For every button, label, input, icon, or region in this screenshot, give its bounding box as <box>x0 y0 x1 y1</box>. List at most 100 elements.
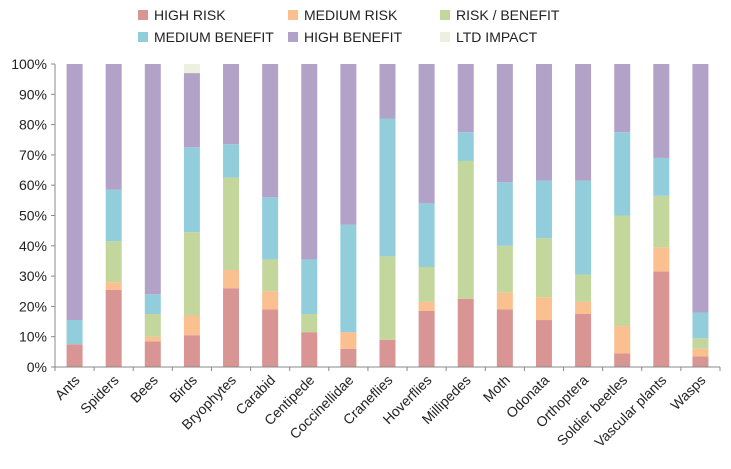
bar-stack <box>614 64 631 367</box>
y-tick-label: 40% <box>19 238 47 254</box>
bar-segment <box>614 215 631 327</box>
bar-segment <box>262 197 279 260</box>
bar-segment <box>614 64 631 133</box>
bar-stack <box>105 64 122 367</box>
y-tick-label: 70% <box>19 147 47 163</box>
bar-segment <box>223 64 240 145</box>
bar-segment <box>496 292 513 310</box>
bar-segment <box>223 177 240 271</box>
bar-stack <box>692 64 709 367</box>
bar-segment <box>105 289 122 367</box>
x-category-label: Moth <box>480 372 513 405</box>
bar-stack <box>457 64 474 367</box>
y-tick-label: 10% <box>19 329 47 345</box>
y-tick-label: 20% <box>19 298 47 314</box>
legend-swatch <box>288 32 298 42</box>
bar-segment <box>144 336 161 342</box>
bar-segment <box>379 256 396 340</box>
bar-segment <box>535 238 552 298</box>
bar-segment <box>418 203 435 268</box>
bar-stack <box>66 64 83 367</box>
x-category-label: Vascular plants <box>591 372 669 450</box>
x-category-label: Birds <box>166 372 200 406</box>
bar-segment <box>575 313 592 367</box>
bar-segment <box>575 64 592 181</box>
x-category-label: Wasps <box>667 372 708 413</box>
legend-label: LTD IMPACT <box>456 29 538 45</box>
bar-segment <box>340 348 357 367</box>
bar-stack <box>535 64 552 367</box>
bar-segment <box>301 332 318 367</box>
bar-segment <box>223 270 240 289</box>
bar-stack <box>575 64 592 367</box>
bar-stack <box>223 64 240 367</box>
x-category-label: Bees <box>127 372 161 406</box>
bar-stack <box>144 64 161 367</box>
legend-swatch <box>288 10 298 20</box>
bar-segment <box>496 182 513 246</box>
bar-segment <box>614 353 631 367</box>
bar-segment <box>183 147 200 233</box>
bar-segment <box>418 310 435 367</box>
y-tick-label: 0% <box>27 359 47 375</box>
legend-item: LTD IMPACT <box>440 29 538 45</box>
bar-segment <box>66 320 83 345</box>
legend-label: RISK / BENEFIT <box>456 7 560 23</box>
bar-segment <box>105 64 122 190</box>
bar-segment <box>301 313 318 333</box>
x-category-label: Spiders <box>77 372 122 417</box>
legend-item: HIGH RISK <box>138 7 226 23</box>
bar-segment <box>105 282 122 290</box>
bar-segment <box>535 297 552 321</box>
legend: HIGH RISK MEDIUM RISK RISK / BENEFIT MEDIUM… <box>138 7 560 45</box>
legend-swatch <box>440 32 450 42</box>
bar-segment <box>379 118 396 257</box>
bar-segment <box>183 315 200 336</box>
bar-segment <box>653 271 670 367</box>
legend-item: MEDIUM BENEFIT <box>138 29 274 45</box>
bar-segment <box>457 132 474 161</box>
bar-segment <box>535 64 552 181</box>
bar-segment <box>340 64 357 225</box>
legend-label: MEDIUM RISK <box>304 7 398 23</box>
y-tick-label: 60% <box>19 177 47 193</box>
legend-item: RISK / BENEFIT <box>440 7 560 23</box>
bar-segment <box>183 232 200 316</box>
bar-stack <box>183 64 200 367</box>
bar-segment <box>262 64 279 198</box>
bar-segment <box>301 259 318 314</box>
bar-segment <box>653 195 670 248</box>
bar-segment <box>457 298 474 367</box>
bar-segment <box>418 64 435 204</box>
bar-segment <box>496 309 513 367</box>
bar-stack <box>496 64 513 367</box>
y-tick-label: 30% <box>19 268 47 284</box>
x-category-label: Ants <box>52 372 83 403</box>
bar-segment <box>535 320 552 367</box>
plot-area <box>66 64 709 367</box>
bar-stack <box>379 64 396 367</box>
y-tick-label: 90% <box>19 86 47 102</box>
bar-segment <box>575 180 592 275</box>
bar-segment <box>575 274 592 302</box>
bar-segment <box>379 339 396 367</box>
legend-swatch <box>138 32 148 42</box>
bar-segment <box>692 348 709 357</box>
bar-segment <box>66 344 83 367</box>
bar-segment <box>183 73 200 148</box>
bar-stack <box>262 64 279 367</box>
bar-segment <box>262 309 279 367</box>
bar-stack <box>301 64 318 367</box>
bar-segment <box>418 267 435 302</box>
y-tick-label: 80% <box>19 117 47 133</box>
bar-stack <box>653 64 670 367</box>
legend-swatch <box>440 10 450 20</box>
bar-stack <box>340 64 357 367</box>
bar-segment <box>457 160 474 299</box>
bar-segment <box>496 64 513 183</box>
legend-label: HIGH RISK <box>154 7 226 23</box>
bar-segment <box>379 64 396 119</box>
bar-segment <box>418 301 435 311</box>
